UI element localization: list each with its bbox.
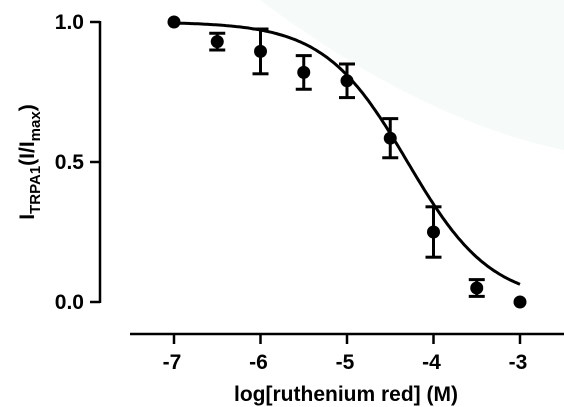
- data-point: [427, 225, 440, 239]
- x-tick-label: -4: [422, 351, 441, 374]
- data-point: [210, 35, 224, 49]
- data-point: [340, 74, 354, 88]
- x-tick-label: -3: [509, 351, 528, 374]
- y-axis-title: ITRPA1(I/Imax): [16, 104, 44, 219]
- y-axis-title-main: I: [16, 214, 39, 220]
- x-tick-label: -5: [336, 351, 355, 374]
- data-point: [254, 44, 267, 58]
- data-points-layer: [167, 15, 527, 309]
- background-watermark: [260, 0, 564, 150]
- x-tick-label: -6: [249, 351, 268, 374]
- y-axis-title-end: ): [16, 104, 39, 111]
- y-tick-label: 0.5: [55, 151, 85, 174]
- data-point: [297, 65, 311, 79]
- y-tick-label: 0.0: [55, 291, 84, 314]
- data-point: [383, 131, 397, 145]
- y-axis-title-sub1: TRPA1: [27, 166, 44, 214]
- x-tick-label: -7: [163, 351, 182, 374]
- data-point: [470, 281, 484, 295]
- y-tick-label: 1.0: [55, 11, 84, 34]
- x-axis-title: log[ruthenium red] (M): [234, 383, 458, 406]
- y-axis-title-sub2: max: [27, 111, 44, 142]
- data-point: [167, 15, 181, 29]
- y-axis: 0.0 0.5 1.0: [55, 11, 102, 314]
- data-point: [513, 295, 527, 309]
- y-axis-title-mid: (I/I: [16, 141, 39, 166]
- x-axis: -7 -6 -5 -4 -3: [130, 332, 564, 374]
